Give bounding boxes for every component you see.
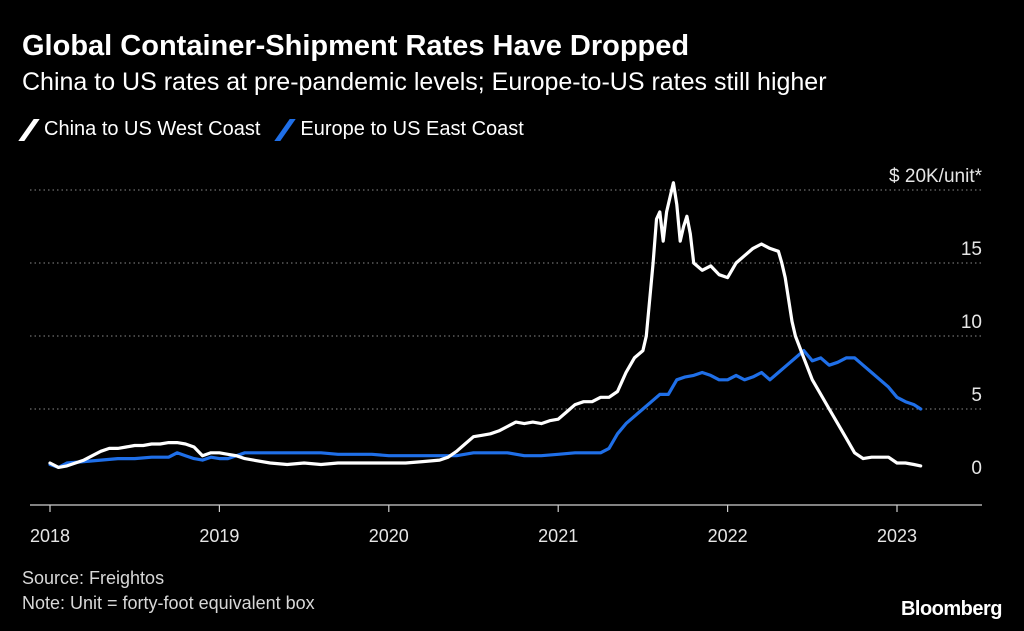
- xtick-label-2018: 2018: [30, 526, 70, 546]
- legend-label-china: China to US West Coast: [44, 118, 261, 140]
- chart-title: Global Container-Shipment Rates Have Dro…: [22, 30, 690, 62]
- bloomberg-logo: Bloomberg: [900, 598, 1003, 620]
- legend: China to US West Coast Europe to US East…: [18, 118, 542, 141]
- unit-note: Note: Unit = forty-foot equivalent box: [22, 593, 315, 613]
- chart-subtitle: China to US rates at pre-pandemic levels…: [22, 68, 827, 96]
- series-line-china-to-us-west-coast: [48, 181, 923, 469]
- legend-label-europe: Europe to US East Coast: [300, 118, 524, 140]
- legend-item-europe: Europe to US East Coast: [274, 118, 524, 141]
- legend-swatch-china: [18, 118, 40, 141]
- ytick-label-15: 15: [961, 239, 982, 260]
- ytick-label-5: 5: [971, 385, 982, 406]
- xtick-label-2023: 2023: [877, 526, 917, 546]
- xtick-label-2021: 2021: [538, 526, 578, 546]
- legend-item-china: China to US West Coast: [18, 118, 261, 141]
- legend-swatch-europe: [274, 118, 297, 141]
- xtick-label-2020: 2020: [369, 526, 409, 546]
- series-line-europe-to-us-east-coast: [48, 349, 923, 469]
- source-note: Source: Freightos: [22, 568, 165, 588]
- xtick-label-2019: 2019: [199, 526, 239, 546]
- xtick-label-2022: 2022: [708, 526, 748, 546]
- ytick-label-10: 10: [961, 312, 982, 333]
- line-chart: 0 5 10 15 $ 20K/unit* 2018 2019 2020 2021 2022 202…: [30, 166, 983, 546]
- ytick-label-0: 0: [971, 458, 982, 479]
- ytick-label-20: $ 20K/unit*: [889, 166, 983, 187]
